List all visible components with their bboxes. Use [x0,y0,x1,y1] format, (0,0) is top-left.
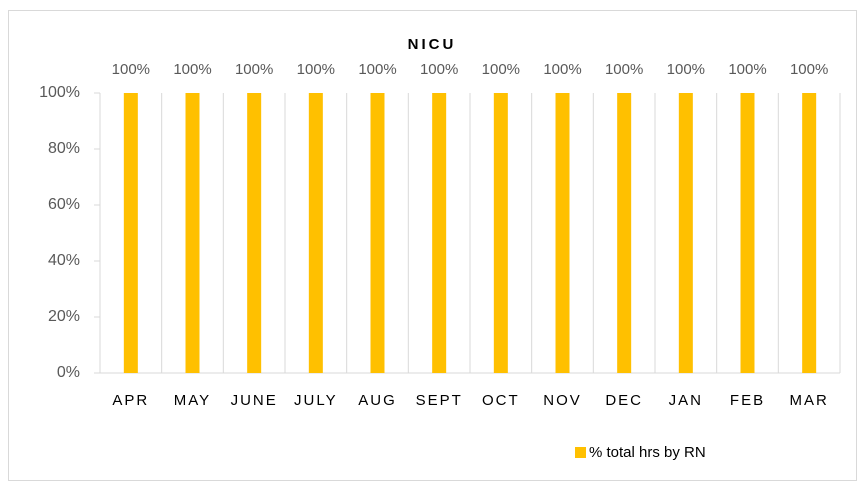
x-tick-label: DEC [605,392,643,409]
x-tick-label: NOV [543,392,582,409]
x-tick-label: FEB [730,392,765,409]
value-label: 100% [605,61,643,78]
bar [123,93,138,373]
x-tick-label: OCT [482,392,520,409]
x-tick-label: SEPT [416,392,463,409]
bar [247,93,262,373]
bar [493,93,508,373]
bar [432,93,447,373]
value-label: 100% [543,61,581,78]
bar [185,93,200,373]
value-label: 100% [235,61,273,78]
bar [740,93,755,373]
bar [370,93,385,373]
value-label: 100% [728,61,766,78]
value-label: 100% [482,61,520,78]
bar [678,93,693,373]
y-tick-label: 20% [48,308,80,325]
chart-title: NICU [408,36,457,53]
value-label: 100% [173,61,211,78]
legend-swatch [575,447,586,458]
y-tick-label: 60% [48,196,80,213]
value-label: 100% [358,61,396,78]
bar [308,93,323,373]
y-tick-label: 80% [48,140,80,157]
x-tick-label: JULY [294,392,338,409]
legend-label: % total hrs by RN [589,444,706,461]
bar [617,93,632,373]
y-tick-label: 40% [48,252,80,269]
y-tick-label: 100% [39,84,80,101]
bar [802,93,817,373]
x-tick-label: JUNE [231,392,278,409]
value-label: 100% [790,61,828,78]
x-tick-label: APR [112,392,149,409]
value-label: 100% [667,61,705,78]
x-tick-label: MAY [174,392,211,409]
y-tick-label: 0% [57,364,80,381]
value-label: 100% [297,61,335,78]
x-tick-label: JAN [669,392,703,409]
x-tick-label: AUG [358,392,397,409]
value-label: 100% [420,61,458,78]
value-label: 100% [112,61,150,78]
bar [555,93,570,373]
x-tick-label: MAR [789,392,828,409]
